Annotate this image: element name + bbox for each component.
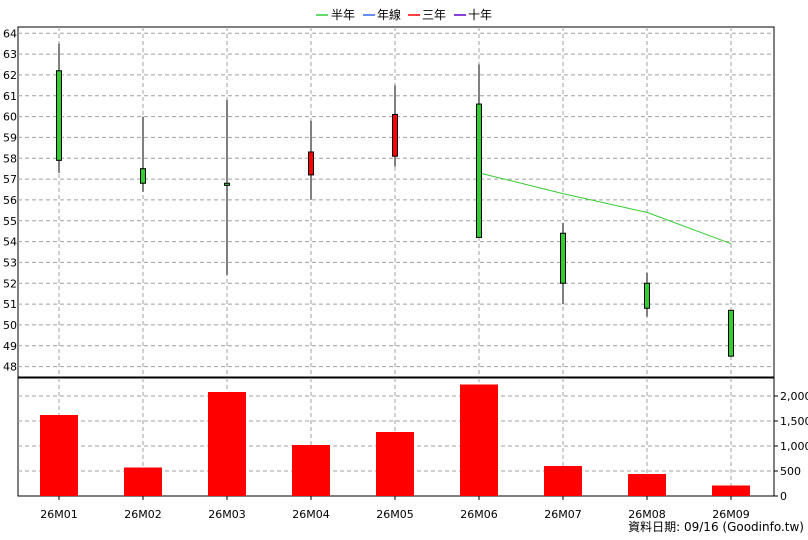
volume-bar — [292, 445, 330, 496]
x-tick-label: 26M02 — [124, 508, 162, 521]
price-tick-label: 63 — [3, 48, 17, 61]
candlestick — [308, 120, 314, 200]
volume-tick-label: 500 — [780, 465, 801, 478]
volume-bars — [40, 384, 750, 496]
volume-bar — [376, 432, 414, 496]
price-y-axis: 48 49 50 51 52 53 54 55 56 57 58 59 60 61 62 63 64 — [3, 27, 17, 373]
price-tick-label: 58 — [3, 152, 17, 165]
price-tick-label: 55 — [3, 215, 17, 228]
x-tick-label: 26M01 — [40, 508, 78, 521]
candlestick — [476, 64, 482, 238]
price-tick-label: 60 — [3, 111, 17, 124]
volume-bar — [628, 474, 666, 496]
legend-item: 半年 — [316, 8, 355, 22]
candle-body — [140, 168, 146, 184]
legend-label: 十年 — [468, 8, 492, 22]
legend-item: 年線 — [363, 7, 401, 22]
candlestick — [560, 222, 566, 305]
volume-tick-label: 0 — [780, 490, 787, 503]
legend: 半年 年線 三年 十年 — [316, 7, 492, 22]
price-tick-label: 54 — [3, 236, 17, 249]
candlestick — [224, 99, 230, 275]
candle-body — [56, 70, 62, 161]
price-tick-label: 61 — [3, 90, 17, 103]
x-tick-label: 26M06 — [460, 508, 498, 521]
volume-bar — [40, 415, 78, 496]
volume-bar — [544, 466, 582, 496]
volume-tick-label: 1,500 — [780, 415, 808, 428]
candle-body — [560, 232, 566, 284]
candle-body — [644, 282, 650, 309]
x-tick-label: 26M09 — [712, 508, 750, 521]
volume-bar — [208, 392, 246, 496]
legend-item: 三年 — [408, 8, 446, 22]
volume-y-axis: 0 500 1,000 1,500 2,000 — [774, 390, 808, 503]
price-tick-label: 62 — [3, 69, 17, 82]
price-tick-label: 57 — [3, 173, 17, 186]
volume-bar — [712, 485, 750, 496]
price-tick-label: 52 — [3, 277, 17, 290]
volume-tick-label: 1,000 — [780, 440, 808, 453]
x-axis: 26M01 26M02 26M03 26M04 26M05 26M06 26M07 26M08… — [40, 496, 750, 521]
candlesticks — [56, 43, 734, 357]
price-plot-frame — [17, 26, 775, 378]
candle-body — [308, 151, 314, 176]
volume-panel: 0 500 1,000 1,500 2,000 — [17, 377, 808, 503]
candlestick — [56, 43, 62, 173]
candlestick — [392, 85, 398, 167]
candlestick — [728, 309, 734, 357]
x-tick-label: 26M05 — [376, 508, 414, 521]
price-panel: 48 49 50 51 52 53 54 55 56 57 58 59 60 61 62 63 64 — [3, 26, 775, 378]
price-tick-label: 51 — [3, 298, 17, 311]
price-tick-label: 53 — [3, 256, 17, 269]
candle-body — [392, 114, 398, 157]
price-tick-label: 50 — [3, 319, 17, 332]
candle-body — [728, 309, 734, 357]
volume-bar — [460, 384, 498, 496]
x-tick-label: 26M07 — [544, 508, 582, 521]
candlestick — [140, 116, 146, 192]
volume-bar — [124, 467, 162, 496]
moving-average-lines — [478, 172, 732, 245]
price-tick-label: 59 — [3, 131, 17, 144]
x-tick-label: 26M03 — [208, 508, 246, 521]
candlestick — [644, 272, 650, 317]
legend-label: 三年 — [422, 8, 446, 22]
price-tick-label: 64 — [3, 27, 17, 40]
legend-item: 十年 — [454, 8, 492, 22]
candle-body — [224, 182, 230, 186]
volume-tick-label: 2,000 — [780, 390, 808, 403]
ma-line-half-year — [478, 172, 732, 245]
price-tick-label: 48 — [3, 361, 17, 374]
price-tick-label: 56 — [3, 194, 17, 207]
source-note: 資料日期: 09/16 (Goodinfo.tw) — [628, 520, 804, 534]
candle-body — [476, 103, 482, 238]
x-tick-label: 26M04 — [292, 508, 330, 521]
legend-label: 半年 — [331, 8, 355, 22]
price-tick-label: 49 — [3, 340, 17, 353]
legend-label: 年線 — [377, 7, 401, 22]
x-tick-label: 26M08 — [628, 508, 666, 521]
